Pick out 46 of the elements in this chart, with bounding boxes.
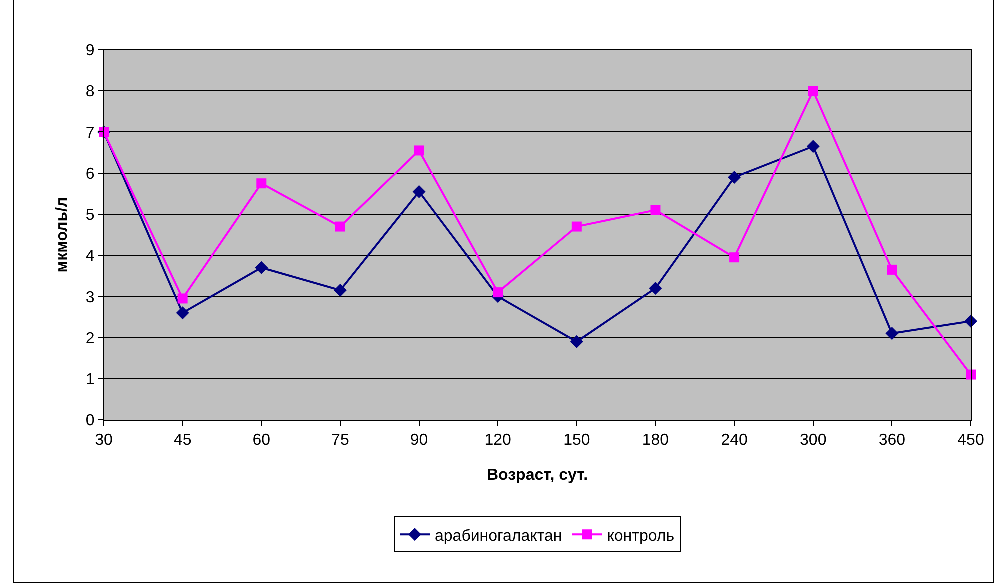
x-tick-label: 45	[174, 432, 192, 450]
legend-label: арабиногалактан	[435, 528, 562, 545]
y-tick-label: 6	[86, 166, 95, 183]
point	[650, 205, 661, 216]
point	[887, 264, 898, 275]
point	[806, 140, 820, 154]
legend-label: контроль	[607, 528, 675, 545]
point	[255, 261, 268, 274]
y-tick-label: 1	[86, 371, 95, 388]
point	[414, 146, 424, 156]
y-tick-label: 3	[86, 289, 95, 306]
x-tick-label: 60	[252, 432, 271, 450]
point	[730, 252, 740, 263]
point	[176, 306, 190, 320]
point	[412, 185, 426, 198]
y-tick-label: 8	[86, 84, 95, 101]
point	[649, 282, 662, 295]
y-tick-label: 5	[86, 207, 95, 224]
x-axis-title: Возраст, сут.	[486, 466, 588, 484]
x-tick-label: 300	[800, 432, 827, 450]
point	[256, 178, 267, 189]
point	[572, 222, 582, 232]
point	[335, 222, 346, 232]
point	[966, 370, 976, 380]
x-tick-label: 240	[721, 432, 748, 450]
y-tick-label: 0	[86, 412, 95, 430]
point	[808, 86, 818, 96]
point	[570, 335, 584, 348]
y-tick-label: 7	[86, 124, 95, 142]
x-tick-label: 30	[95, 432, 113, 450]
x-tick-label: 90	[410, 432, 428, 450]
point	[334, 284, 347, 297]
point	[886, 327, 899, 340]
x-tick-label: 150	[564, 432, 590, 450]
x-tick-label: 180	[642, 432, 670, 450]
point	[178, 294, 188, 304]
x-tick-label: 120	[484, 432, 512, 450]
point	[728, 170, 742, 184]
y-axis-title: мкмоль/л	[54, 197, 71, 273]
x-tick-label: 360	[878, 432, 906, 450]
y-tick-label: 4	[86, 248, 95, 266]
y-tick-label: 9	[86, 42, 95, 60]
x-tick-label: 75	[332, 432, 350, 450]
x-tick-label: 450	[958, 432, 984, 450]
point	[493, 288, 504, 298]
y-tick-label: 2	[86, 330, 95, 348]
